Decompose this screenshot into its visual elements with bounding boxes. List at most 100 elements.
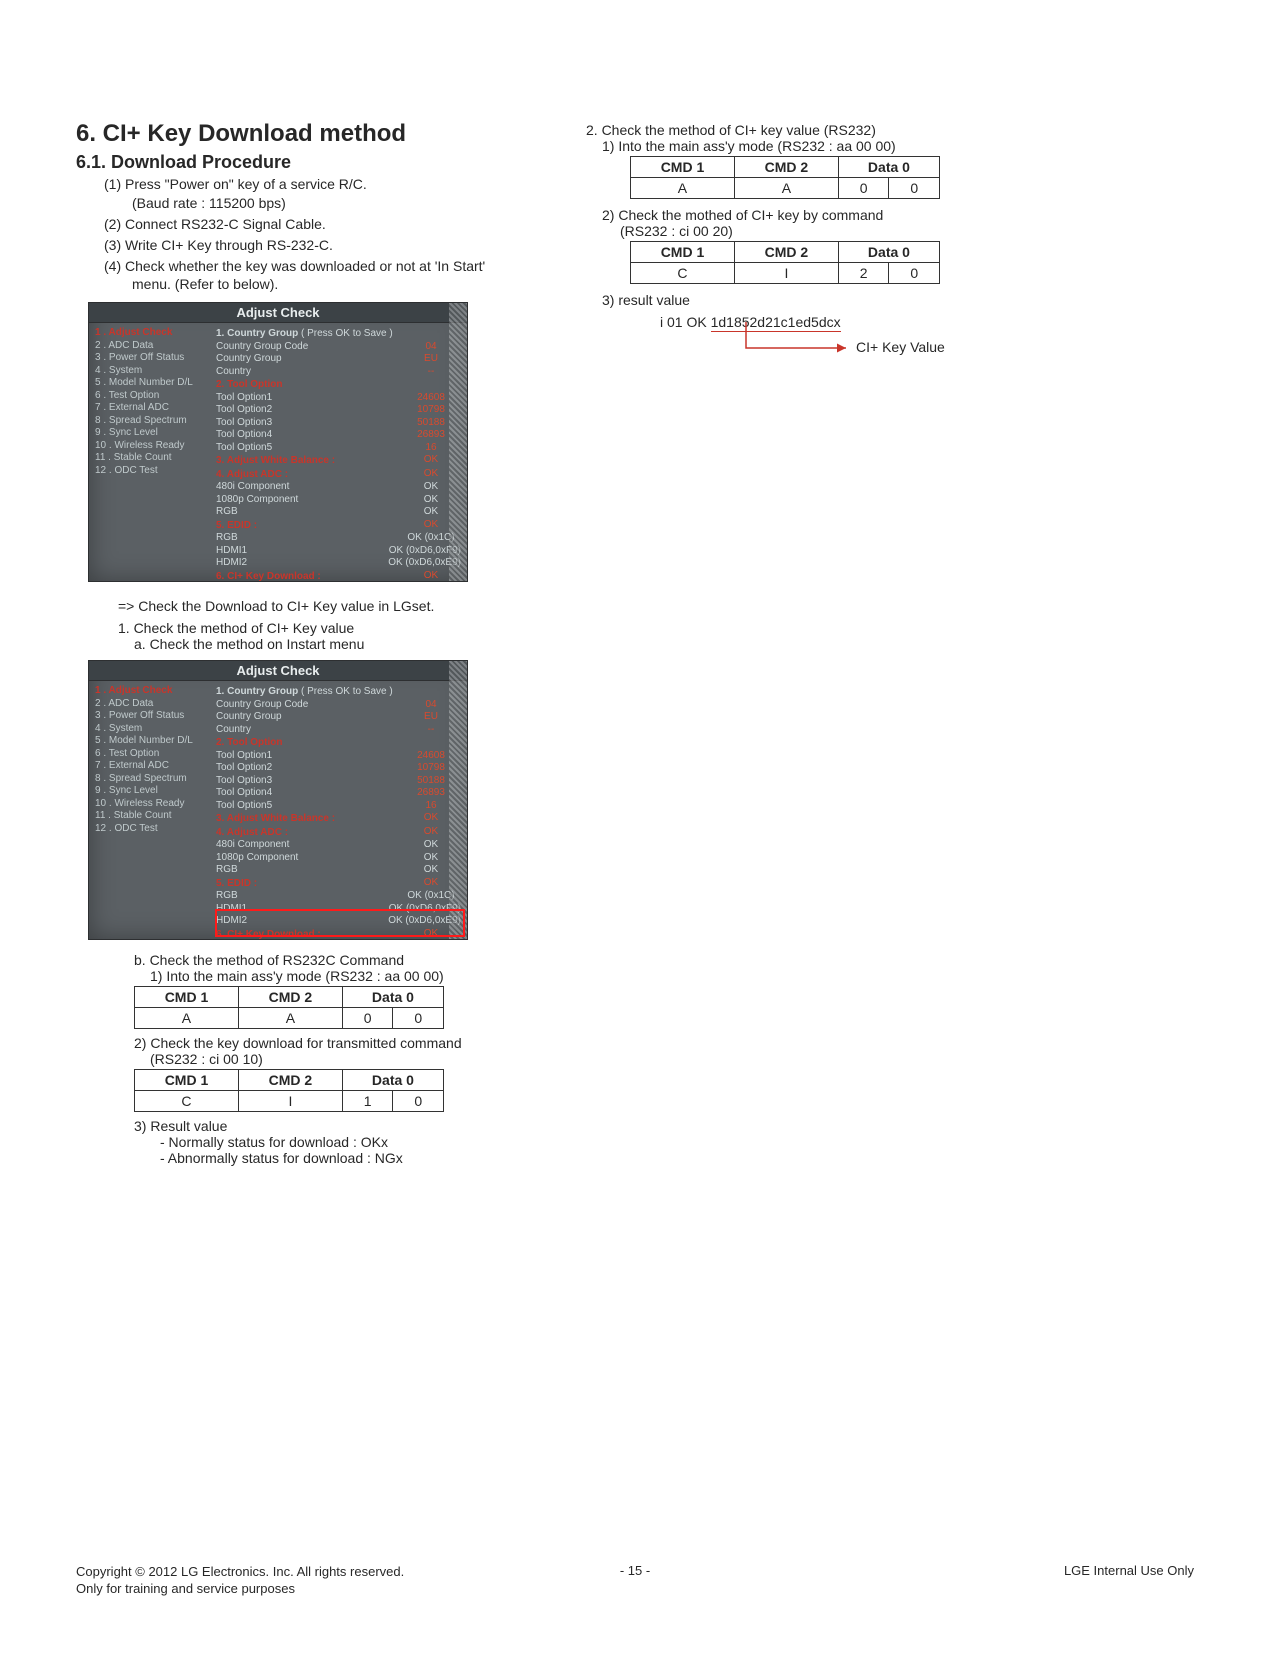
th-data0: Data 0 (342, 987, 443, 1008)
tv2-side-4: 6 . Test Option (95, 748, 210, 761)
cmd-table-aa-left: CMD 1 CMD 2 Data 0 A A 0 0 (134, 986, 444, 1029)
th-cmd2: CMD 2 (734, 157, 838, 178)
r1a: 1) Into the main ass'y mode (RS232 : aa … (586, 138, 1056, 154)
ci-key-value-label: CI+ Key Value (856, 339, 945, 355)
table-row: A A 0 0 (631, 178, 940, 199)
tv2-cg-head: 1. Country Group ( Press OK to Save ) (216, 686, 393, 699)
td: A (734, 178, 838, 199)
footer-left: Copyright © 2012 LG Electronics. Inc. Al… (76, 1563, 404, 1598)
table-row: CMD 1 CMD 2 Data 0 (631, 157, 940, 178)
tv1-side-5: 7 . External ADC (95, 402, 210, 415)
tv2-r2-1l: Tool Option2 (216, 762, 272, 775)
th-cmd2: CMD 2 (238, 1070, 342, 1091)
tv1-r4-2l: HDMI2 (216, 557, 247, 570)
table-row: C I 2 0 (631, 263, 940, 284)
tv2-ci: 6. CI+ Key Download : (216, 929, 321, 942)
tv2-r2-0l: Tool Option1 (216, 750, 272, 763)
td: 0 (838, 178, 889, 199)
table-row: A A 0 0 (135, 1008, 444, 1029)
tv1-r4-0l: RGB (216, 532, 238, 545)
right-column: 2. Check the method of CI+ key value (RS… (586, 120, 1056, 330)
tv2-r2-4l: Tool Option5 (216, 800, 272, 813)
tv1-side-red: 1 . Adjust Check (95, 327, 210, 340)
td: I (734, 263, 838, 284)
step-1: (1) Press "Power on" key of a service R/… (76, 175, 546, 194)
r1: 2. Check the method of CI+ key value (RS… (586, 122, 1056, 138)
tv2-pressok: ( Press OK to Save ) (301, 686, 393, 697)
tv1-r4-1l: HDMI1 (216, 545, 247, 558)
tv2-awb: 3. Adjust White Balance : (216, 813, 335, 826)
tv2-side-9: 11 . Stable Count (95, 810, 210, 823)
table-row: CMD 1 CMD 2 Data 0 (135, 987, 444, 1008)
step-1b: (Baud rate : 115200 bps) (76, 194, 546, 213)
tv2-side-2: 4 . System (95, 723, 210, 736)
footer: Copyright © 2012 LG Electronics. Inc. Al… (76, 1563, 1194, 1598)
heading-2: 6.1. Download Procedure (76, 152, 546, 173)
td: 2 (838, 263, 889, 284)
r2: 2) Check the mothed of CI+ key by comman… (586, 207, 1056, 223)
left-column: 6. CI+ Key Download method 6.1. Download… (76, 120, 546, 1166)
tv1-r2-2l: Tool Option3 (216, 417, 272, 430)
after6: 2) Check the key download for transmitte… (76, 1035, 546, 1051)
step-4a: (4) Check whether the key was downloaded… (76, 257, 546, 276)
footer-copyright-1: Copyright © 2012 LG Electronics. Inc. Al… (76, 1563, 404, 1581)
tv1-tool-head: 2. Tool Option (216, 379, 461, 392)
tv2-r4-1l: HDMI1 (216, 903, 247, 916)
tv2-side-3: 5 . Model Number D/L (95, 735, 210, 748)
td: A (135, 1008, 239, 1029)
tv2-side-10: 12 . ODC Test (95, 823, 210, 836)
tv1-r3-0l: 480i Component (216, 481, 289, 494)
footer-right: LGE Internal Use Only (1064, 1563, 1194, 1578)
cmd-table-ci20: CMD 1 CMD 2 Data 0 C I 2 0 (630, 241, 940, 284)
tv1-side-3: 5 . Model Number D/L (95, 377, 210, 390)
tv2-r3-2l: RGB (216, 864, 238, 877)
r2b: (RS232 : ci 00 20) (586, 223, 1056, 239)
tv1-side-9: 11 . Stable Count (95, 452, 210, 465)
tv1-ci: 6. CI+ Key Download : (216, 571, 321, 584)
th-cmd2: CMD 2 (734, 242, 838, 263)
tv2-r2-2l: Tool Option3 (216, 775, 272, 788)
cmd-table-aa-right: CMD 1 CMD 2 Data 0 A A 0 0 (630, 156, 940, 199)
td: C (135, 1091, 239, 1112)
tv1-r2-4l: Tool Option5 (216, 442, 272, 455)
tv2-main: 1. Country Group ( Press OK to Save ) Co… (214, 681, 467, 947)
cmd-table-ci10: CMD 1 CMD 2 Data 0 C I 1 0 (134, 1069, 444, 1112)
tv2-inner: 1 . Adjust Check 2 . ADC Data 3 . Power … (89, 681, 467, 947)
noise-strip-icon (449, 303, 467, 581)
th-data0: Data 0 (342, 1070, 443, 1091)
tv2-r1-1l: Country Group (216, 711, 282, 724)
tv2-r4-0l: RGB (216, 890, 238, 903)
th-cmd1: CMD 1 (135, 1070, 239, 1091)
tv1-inner: 1 . Adjust Check 2 . ADC Data 3 . Power … (89, 323, 467, 589)
tv2-side-5: 7 . External ADC (95, 760, 210, 773)
tv1-r2-0l: Tool Option1 (216, 392, 272, 405)
th-data0: Data 0 (838, 157, 939, 178)
tv2-side-1: 3 . Power Off Status (95, 710, 210, 723)
th-cmd2: CMD 2 (238, 987, 342, 1008)
td: A (631, 178, 735, 199)
tv1-r1-1l: Country Group (216, 353, 282, 366)
td: C (631, 263, 735, 284)
td: 0 (889, 263, 940, 284)
tv1-edid: 5. EDID : (216, 520, 257, 533)
footer-copyright-2: Only for training and service purposes (76, 1580, 404, 1598)
td: 0 (342, 1008, 393, 1029)
tv1-side-6: 8 . Spread Spectrum (95, 415, 210, 428)
after1: => Check the Download to CI+ Key value i… (76, 598, 546, 614)
tv1-awb: 3. Adjust White Balance : (216, 455, 335, 468)
tv2-side-6: 8 . Spread Spectrum (95, 773, 210, 786)
tv1-side-4: 6 . Test Option (95, 390, 210, 403)
after7: 3) Result value (76, 1118, 546, 1134)
tv2-r4-2l: HDMI2 (216, 915, 247, 928)
td: 0 (393, 1091, 444, 1112)
tv1-side-10: 12 . ODC Test (95, 465, 210, 478)
after4: b. Check the method of RS232C Command (76, 952, 546, 968)
tv1-side: 1 . Adjust Check 2 . ADC Data 3 . Power … (89, 323, 214, 589)
r3: 3) result value (586, 292, 1056, 308)
after2: 1. Check the method of CI+ Key value (76, 620, 546, 636)
td: 0 (393, 1008, 444, 1029)
tv1-title: Adjust Check (89, 303, 467, 323)
tv2-side: 1 . Adjust Check 2 . ADC Data 3 . Power … (89, 681, 214, 947)
tv2-side-7: 9 . Sync Level (95, 785, 210, 798)
tv1-r1-2l: Country (216, 366, 251, 379)
